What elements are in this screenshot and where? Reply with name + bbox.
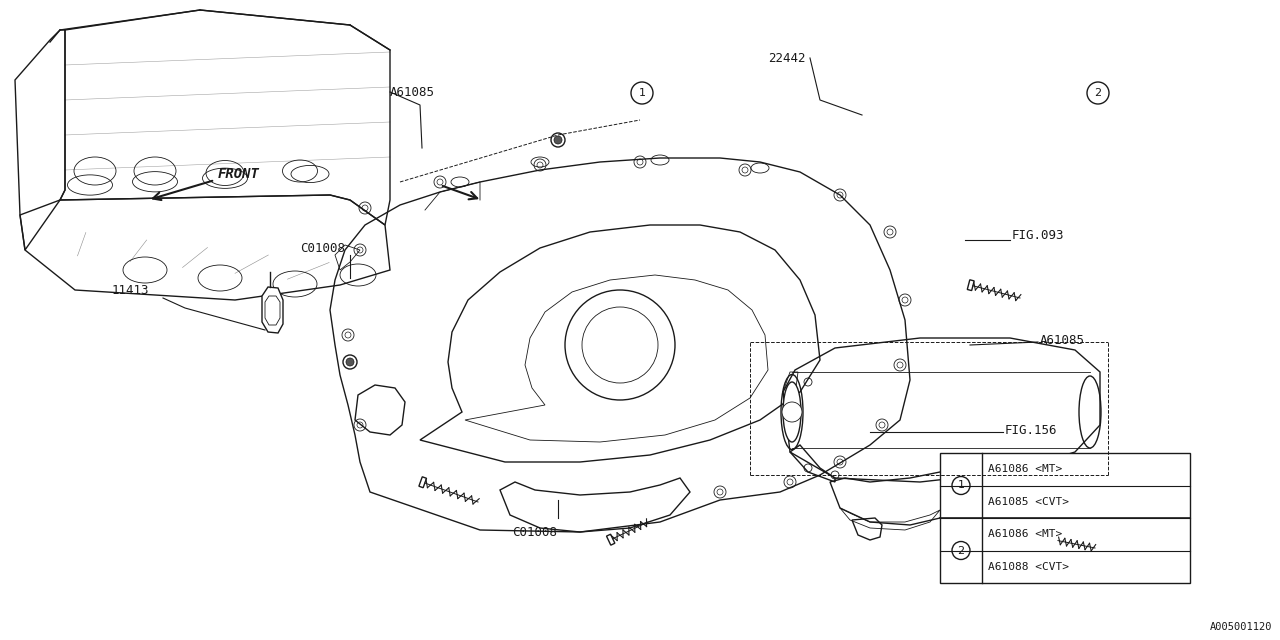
Text: 2: 2 (1094, 88, 1102, 98)
Circle shape (346, 358, 355, 366)
Text: 22442: 22442 (768, 51, 805, 65)
Polygon shape (262, 287, 283, 333)
Circle shape (952, 541, 970, 559)
Circle shape (631, 82, 653, 104)
Text: C01008: C01008 (512, 525, 557, 538)
Text: FIG.093: FIG.093 (1012, 228, 1065, 241)
Ellipse shape (783, 382, 801, 442)
Text: A61086 <MT>: A61086 <MT> (988, 529, 1062, 540)
Text: 11413: 11413 (113, 284, 150, 296)
Text: A005001120: A005001120 (1210, 622, 1272, 632)
Text: A61085: A61085 (390, 86, 435, 99)
Text: A61085: A61085 (1039, 333, 1085, 346)
Text: A61086 <MT>: A61086 <MT> (988, 464, 1062, 474)
Text: A61085 <CVT>: A61085 <CVT> (988, 497, 1069, 507)
Text: 1: 1 (957, 481, 965, 490)
Circle shape (1087, 82, 1108, 104)
Text: 2: 2 (957, 545, 965, 556)
Text: A61088 <CVT>: A61088 <CVT> (988, 562, 1069, 572)
Text: FRONT: FRONT (218, 167, 260, 181)
Text: C01008: C01008 (300, 241, 346, 255)
Circle shape (952, 477, 970, 495)
Text: FIG.156: FIG.156 (1005, 424, 1057, 436)
Circle shape (782, 402, 803, 422)
Bar (940, 453, 1190, 583)
Text: 1: 1 (639, 88, 645, 98)
Circle shape (554, 136, 562, 144)
